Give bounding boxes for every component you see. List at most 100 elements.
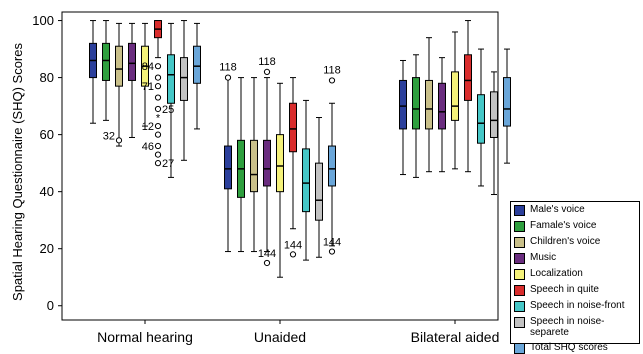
box-body bbox=[477, 94, 485, 144]
legend-swatch bbox=[514, 237, 525, 248]
outlier-label: 118 bbox=[323, 64, 341, 76]
box-5-1 bbox=[289, 77, 297, 230]
legend: Male's voice Famale's voice Children's voi… bbox=[510, 201, 640, 354]
x-category-label: Normal hearing bbox=[97, 329, 193, 345]
box-series bbox=[89, 20, 511, 278]
box-3-0 bbox=[128, 22, 136, 138]
box-body bbox=[503, 77, 511, 127]
box-8-2 bbox=[503, 48, 511, 164]
box-1-1 bbox=[237, 77, 245, 253]
x-category-label: Bilateral aided bbox=[411, 329, 500, 345]
box-body bbox=[425, 79, 433, 130]
y-axis-label: Spatial Hearing Questionnaire (SHQ) Scor… bbox=[10, 43, 25, 301]
legend-item: Children's voice bbox=[514, 236, 636, 248]
box-body bbox=[224, 145, 232, 190]
box-body bbox=[412, 77, 420, 130]
legend-label: Localization bbox=[530, 268, 583, 279]
outlier-label: 118 bbox=[258, 56, 276, 68]
box-6-0 bbox=[167, 22, 175, 178]
outlier-label: 144 bbox=[284, 239, 302, 251]
outlier-point bbox=[154, 142, 162, 150]
legend-item: Total SHQ scores bbox=[514, 342, 636, 354]
outlier-point bbox=[224, 74, 232, 81]
x-category-label: Unaided bbox=[254, 329, 306, 345]
box-body bbox=[263, 139, 271, 187]
legend-item: Male's voice bbox=[514, 204, 636, 216]
outlier-label: 144 bbox=[323, 237, 341, 249]
box-3-1 bbox=[263, 77, 271, 253]
outlier-point bbox=[289, 251, 297, 258]
legend-item: Famale's voice bbox=[514, 220, 636, 232]
y-tick-label: 20 bbox=[40, 241, 54, 256]
box-4-2 bbox=[451, 31, 459, 170]
outlier-label: 144 bbox=[258, 248, 276, 260]
box-6-1 bbox=[302, 99, 310, 261]
box-4-1 bbox=[276, 82, 284, 278]
box-3-2 bbox=[438, 57, 446, 173]
outlier-extreme: * bbox=[156, 113, 161, 125]
legend-item: Speech in quite bbox=[514, 284, 636, 296]
outlier-point bbox=[154, 160, 162, 167]
outlier-point bbox=[263, 259, 271, 267]
outlier-point bbox=[154, 74, 162, 81]
outlier-label: 32 bbox=[103, 130, 115, 142]
box-1-2 bbox=[412, 54, 420, 178]
outlier-label: 25 bbox=[162, 104, 174, 116]
outlier-point bbox=[154, 151, 162, 158]
outlier-point bbox=[154, 122, 162, 130]
y-tick-label: 60 bbox=[40, 127, 54, 142]
box-7-0 bbox=[180, 20, 188, 161]
legend-label: Total SHQ scores bbox=[530, 342, 608, 353]
y-tick-label: 0 bbox=[47, 298, 54, 313]
outlier-point bbox=[115, 137, 123, 144]
outlier-point bbox=[328, 77, 336, 84]
box-5-2 bbox=[464, 20, 472, 173]
outlier-point bbox=[154, 105, 162, 113]
x-axis-labels: Normal hearing Unaided Bilateral aided bbox=[97, 320, 499, 345]
box-8-0 bbox=[193, 22, 201, 130]
box-body bbox=[438, 82, 446, 130]
legend-item: Music bbox=[514, 252, 636, 264]
legend-label: Children's voice bbox=[530, 236, 601, 247]
legend-label: Speech in noise-front bbox=[530, 300, 625, 311]
box-1-0 bbox=[102, 20, 110, 121]
legend-label: Speech in quite bbox=[530, 284, 599, 295]
box-8-1 bbox=[328, 102, 336, 247]
box-body bbox=[193, 45, 201, 84]
box-2-2 bbox=[425, 37, 433, 173]
legend-swatch bbox=[514, 301, 525, 312]
box-body bbox=[490, 91, 498, 138]
outlier-label: 46 bbox=[142, 141, 154, 153]
box-2-1 bbox=[250, 77, 258, 253]
outlier-point bbox=[154, 83, 162, 90]
box-0-0 bbox=[89, 20, 97, 124]
box-body bbox=[128, 42, 136, 81]
legend-item: Speech in noise-front bbox=[514, 300, 636, 312]
box-plot-chart: Spatial Hearing Questionnaire (SHQ) Scor… bbox=[10, 11, 511, 345]
outlier-label: 84 bbox=[142, 61, 154, 73]
box-body bbox=[399, 79, 407, 130]
box-body bbox=[315, 162, 323, 221]
box-0-1 bbox=[224, 77, 232, 253]
outlier-point bbox=[154, 131, 162, 138]
outlier-point bbox=[328, 248, 336, 255]
outlier-points: 32 84 71 25*12 46 27 118 118 144 144 118 144 bbox=[103, 56, 341, 267]
box-body bbox=[276, 134, 284, 193]
legend-item: Localization bbox=[514, 268, 636, 280]
box-2-0 bbox=[115, 22, 123, 147]
box-body bbox=[167, 54, 175, 104]
legend-swatch bbox=[514, 221, 525, 232]
y-tick-label: 100 bbox=[32, 13, 54, 28]
box-body bbox=[328, 145, 336, 187]
box-6-2 bbox=[477, 48, 485, 187]
box-body bbox=[115, 45, 123, 87]
box-body bbox=[102, 42, 110, 81]
box-7-1 bbox=[315, 117, 323, 258]
legend-swatch bbox=[514, 253, 525, 264]
outlier-point bbox=[263, 68, 271, 75]
outlier-label: 27 bbox=[162, 158, 174, 170]
box-body bbox=[289, 102, 297, 153]
legend-swatch bbox=[514, 205, 525, 216]
legend-swatch bbox=[514, 317, 525, 328]
outlier-point bbox=[154, 63, 162, 70]
